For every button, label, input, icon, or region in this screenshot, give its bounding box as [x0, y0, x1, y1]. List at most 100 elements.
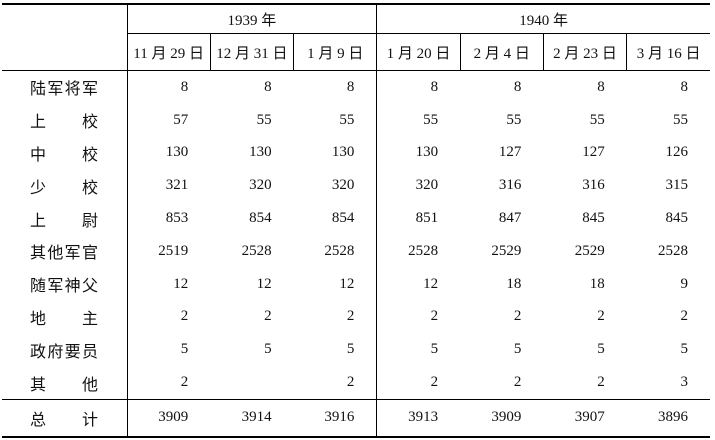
value-cell: 127: [498, 144, 522, 161]
value-cell: 8: [430, 78, 439, 95]
value-cell: 9: [680, 275, 689, 292]
value-cell: 2: [293, 366, 378, 400]
value-cell: [210, 366, 293, 399]
label-text: 上校: [30, 114, 98, 132]
value-cell: 3913: [376, 398, 461, 437]
value-cell: 8: [180, 78, 189, 95]
value-cell: 55: [256, 111, 272, 128]
value-cell: 3914: [210, 398, 294, 437]
year-cell: 1939 年: [127, 4, 378, 34]
label-text: 陆军将军: [30, 81, 98, 99]
value-cell: 3: [680, 374, 689, 391]
value-cell: 8: [513, 78, 522, 95]
table-row: 其他 2 2 2 2 2 3: [2, 366, 710, 400]
value-cell: 57: [173, 111, 189, 128]
label-text: 总计: [30, 411, 98, 429]
value-cell: 853: [165, 210, 189, 227]
value-cell: 321: [165, 177, 189, 194]
date-cell: 2 月 23 日: [543, 33, 628, 71]
value-cell: 126: [665, 144, 689, 161]
value-cell: 2: [680, 308, 689, 325]
value-cell: 854: [249, 210, 272, 227]
table-row: 其他军官 2519 2528 2528 2528 2529 2529 2528: [2, 234, 710, 268]
row-label: 其他: [2, 366, 128, 400]
value-cell: 130: [165, 144, 189, 161]
value-cell: 2: [264, 308, 272, 325]
value-cell: 18: [589, 275, 605, 292]
row-label: 随军神父: [2, 267, 128, 301]
value-cell: 316: [582, 177, 605, 194]
row-label: 政府要员: [2, 333, 128, 367]
row-label: 其他军官: [2, 234, 128, 268]
label-text: 其他: [30, 376, 98, 394]
value-cell: 5: [293, 333, 378, 367]
value-cell: 2: [430, 308, 439, 325]
value-cell: 127: [582, 144, 605, 161]
table-row: 上校 57 55 55 55 55 55 55: [2, 103, 710, 137]
date-cell: 12 月 31 日: [210, 33, 295, 71]
row-label: 陆军将军: [2, 70, 128, 104]
value-cell: 2: [293, 300, 378, 334]
table-row: 随军神父 12 12 12 12 18 18 9: [2, 267, 710, 301]
value-cell: 8: [264, 78, 272, 95]
value-cell: 55: [673, 111, 688, 128]
value-cell: 845: [582, 210, 605, 227]
label-text: 中校: [30, 146, 98, 164]
value-cell: 320: [415, 177, 439, 194]
value-cell: 12: [423, 275, 439, 292]
date-cell: 1 月 20 日: [376, 33, 461, 71]
value-cell: 2519: [158, 242, 189, 259]
value-cell: 2: [513, 308, 522, 325]
value-cell: 3907: [543, 398, 627, 437]
row-label: 上校: [2, 103, 128, 137]
row-label: 地主: [2, 300, 128, 334]
value-cell: 2: [430, 374, 439, 391]
value-cell: 851: [415, 210, 439, 227]
value-cell: 5: [597, 341, 605, 358]
row-label: 中校: [2, 136, 128, 170]
value-cell: 2528: [241, 242, 272, 259]
value-cell: 130: [249, 144, 272, 161]
label-text: 其他军官: [30, 245, 98, 263]
value-cell: 2528: [408, 242, 439, 259]
value-cell: 5: [180, 341, 189, 358]
value-cell: 3896: [626, 398, 710, 437]
date-cell: 1 月 9 日: [293, 33, 378, 71]
value-cell: 2: [597, 308, 605, 325]
row-label: 少校: [2, 169, 128, 203]
value-cell: 2: [180, 374, 189, 391]
corner-cell: [2, 4, 128, 71]
table-row: 地主 2 2 2 2 2 2 2: [2, 300, 710, 334]
value-cell: 2529: [491, 242, 522, 259]
value-cell: 2528: [293, 234, 378, 268]
value-cell: 130: [415, 144, 439, 161]
value-cell: 2: [513, 374, 522, 391]
value-cell: 320: [249, 177, 272, 194]
value-cell: 847: [498, 210, 522, 227]
value-cell: 320: [293, 169, 378, 203]
date-cell: 11 月 29 日: [127, 33, 211, 71]
value-cell: 8: [680, 78, 689, 95]
value-cell: 55: [506, 111, 522, 128]
label-text: 少校: [30, 179, 98, 197]
value-cell: 18: [506, 275, 522, 292]
table-row: 少校 321 320 320 320 316 316 315: [2, 169, 710, 203]
value-cell: 2: [597, 374, 605, 391]
value-cell: 5: [513, 341, 522, 358]
table-row: 上尉 853 854 854 851 847 845 845: [2, 202, 710, 235]
year-cell: 1940 年: [376, 4, 710, 34]
value-cell: 854: [293, 202, 378, 235]
value-cell: 55: [293, 103, 378, 137]
value-cell: 8: [293, 70, 378, 104]
value-cell: 130: [293, 136, 378, 170]
value-cell: 845: [665, 210, 689, 227]
table-row: 总计 3909 3914 3916 3913 3909 3907 3896: [2, 398, 710, 437]
value-cell: 8: [597, 78, 605, 95]
value-cell: 315: [665, 177, 689, 194]
label-text: 上尉: [30, 212, 98, 230]
header-row: 1939 年 1940 年: [2, 4, 710, 71]
value-cell: 12: [293, 267, 378, 301]
